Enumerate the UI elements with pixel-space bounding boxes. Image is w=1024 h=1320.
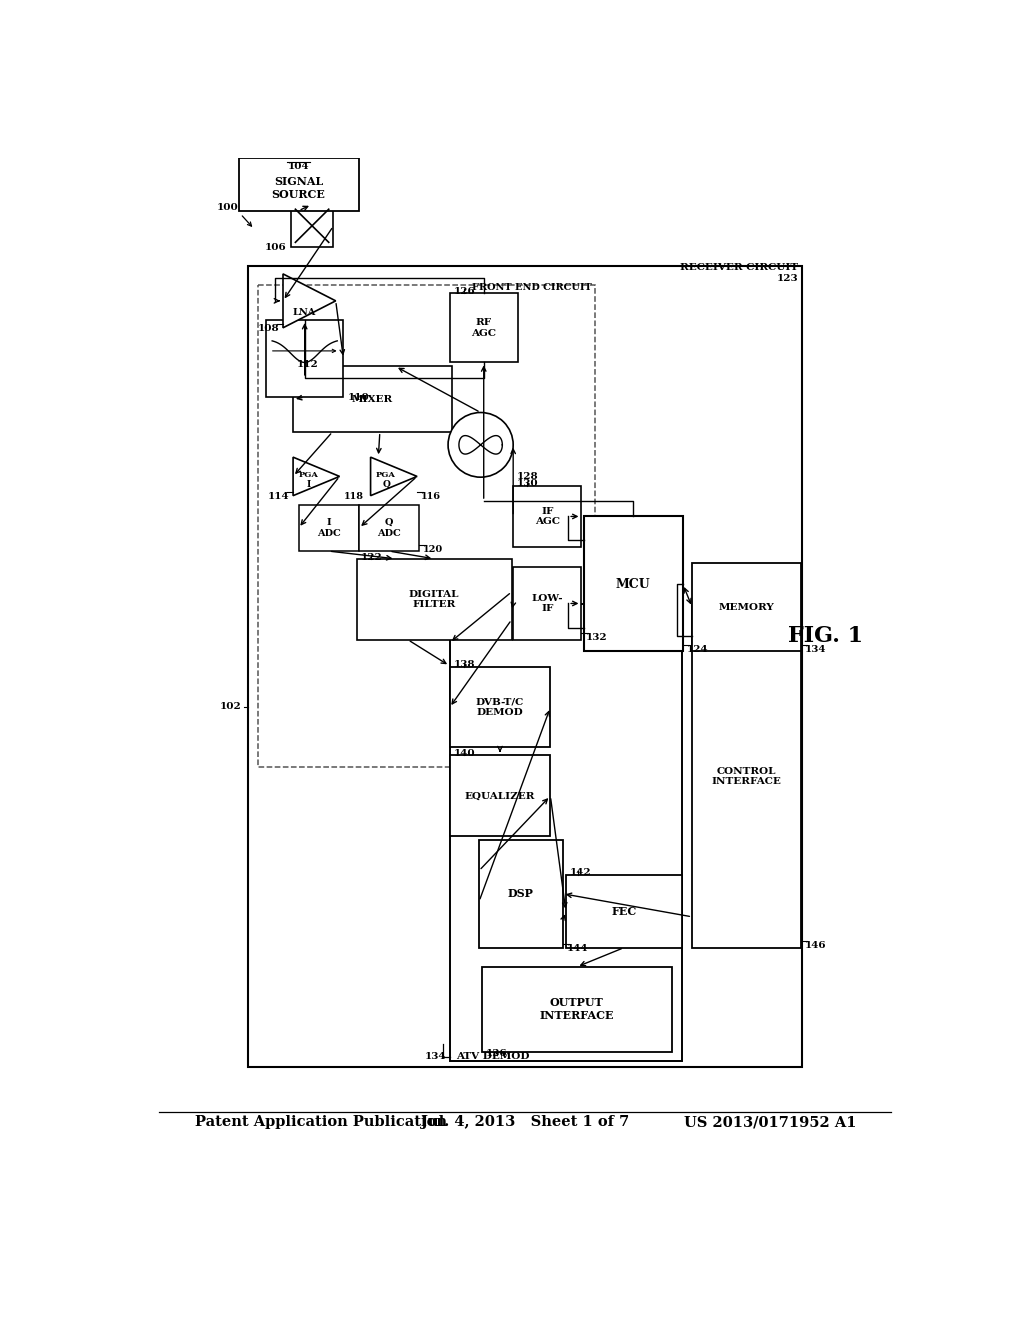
Bar [299, 506, 359, 552]
Text: 100: 100 [217, 203, 239, 213]
Polygon shape [283, 275, 336, 327]
Text: 128: 128 [517, 473, 539, 480]
Text: 104: 104 [288, 161, 309, 170]
Text: ATV DEMOD: ATV DEMOD [456, 1052, 529, 1060]
Bar [293, 367, 452, 432]
Bar [258, 285, 595, 767]
Text: 130: 130 [517, 479, 539, 488]
Text: 136: 136 [486, 1049, 508, 1057]
Bar [291, 205, 334, 247]
Text: EQUALIZER: EQUALIZER [465, 792, 536, 800]
Circle shape [449, 412, 513, 478]
Text: 138: 138 [454, 660, 475, 669]
Polygon shape [293, 457, 340, 496]
Text: 114: 114 [267, 492, 289, 500]
Text: 124: 124 [687, 645, 709, 653]
Text: MIXER: MIXER [351, 395, 393, 404]
Polygon shape [371, 457, 417, 496]
Text: 144: 144 [566, 944, 588, 953]
Text: RF
AGC: RF AGC [471, 318, 497, 338]
Text: DSP: DSP [508, 888, 534, 899]
Text: 118: 118 [343, 492, 364, 500]
Text: 108: 108 [257, 323, 280, 333]
Text: 140: 140 [454, 748, 475, 758]
Bar [359, 506, 420, 552]
Text: SIGNAL
SOURCE: SIGNAL SOURCE [271, 176, 326, 199]
Text: PGA: PGA [376, 471, 396, 479]
Text: 116: 116 [421, 492, 441, 500]
Text: 123: 123 [777, 275, 799, 284]
Text: FRONT END CIRCUIT: FRONT END CIRCUIT [472, 282, 592, 292]
Text: FIG. 1: FIG. 1 [787, 624, 863, 647]
Text: I
ADC: I ADC [316, 519, 341, 537]
Bar [479, 840, 563, 948]
Text: FEC: FEC [611, 906, 637, 917]
Bar [482, 966, 672, 1052]
Text: 110: 110 [347, 393, 369, 403]
Bar [248, 267, 802, 1067]
Text: 134: 134 [805, 645, 826, 653]
Text: I: I [306, 479, 310, 488]
Text: OUTPUT
INTERFACE: OUTPUT INTERFACE [540, 998, 614, 1022]
Text: 122: 122 [360, 553, 382, 561]
Text: IF
AGC: IF AGC [535, 507, 560, 527]
Text: CONTROL
INTERFACE: CONTROL INTERFACE [712, 767, 781, 787]
Bar [450, 667, 550, 747]
Text: Q: Q [382, 479, 390, 488]
Text: 126: 126 [454, 286, 475, 296]
Text: MEMORY: MEMORY [719, 603, 774, 611]
Text: Jul. 4, 2013   Sheet 1 of 7: Jul. 4, 2013 Sheet 1 of 7 [421, 1115, 629, 1130]
Text: US 2013/0171952 A1: US 2013/0171952 A1 [684, 1115, 856, 1130]
Text: 102: 102 [220, 702, 242, 711]
Bar [450, 605, 682, 1061]
Text: 112: 112 [297, 360, 318, 370]
Bar [584, 516, 683, 651]
Text: 132: 132 [586, 634, 607, 643]
Bar [450, 755, 550, 836]
Text: PGA: PGA [299, 471, 318, 479]
Text: 106: 106 [265, 243, 287, 252]
Text: MCU: MCU [615, 578, 650, 591]
Text: RECEIVER CIRCUIT: RECEIVER CIRCUIT [680, 264, 799, 272]
Text: DIGITAL
FILTER: DIGITAL FILTER [409, 590, 460, 610]
Text: LNA: LNA [293, 308, 316, 317]
Text: Patent Application Publication: Patent Application Publication [196, 1115, 447, 1130]
Text: 146: 146 [805, 941, 826, 950]
Text: DVB-T/C
DEMOD: DVB-T/C DEMOD [476, 698, 524, 717]
Text: LOW-
IF: LOW- IF [531, 594, 563, 614]
Bar [692, 562, 801, 651]
Bar [356, 558, 512, 640]
Bar [513, 486, 582, 548]
Text: 142: 142 [569, 869, 592, 878]
Bar [566, 874, 682, 948]
Text: Q
ADC: Q ADC [377, 519, 401, 537]
Bar [266, 321, 343, 397]
Bar [239, 158, 359, 211]
Text: 120: 120 [423, 545, 443, 554]
Bar [450, 293, 518, 363]
Text: 134: 134 [424, 1052, 445, 1060]
Bar [692, 605, 801, 948]
Bar [513, 566, 582, 640]
